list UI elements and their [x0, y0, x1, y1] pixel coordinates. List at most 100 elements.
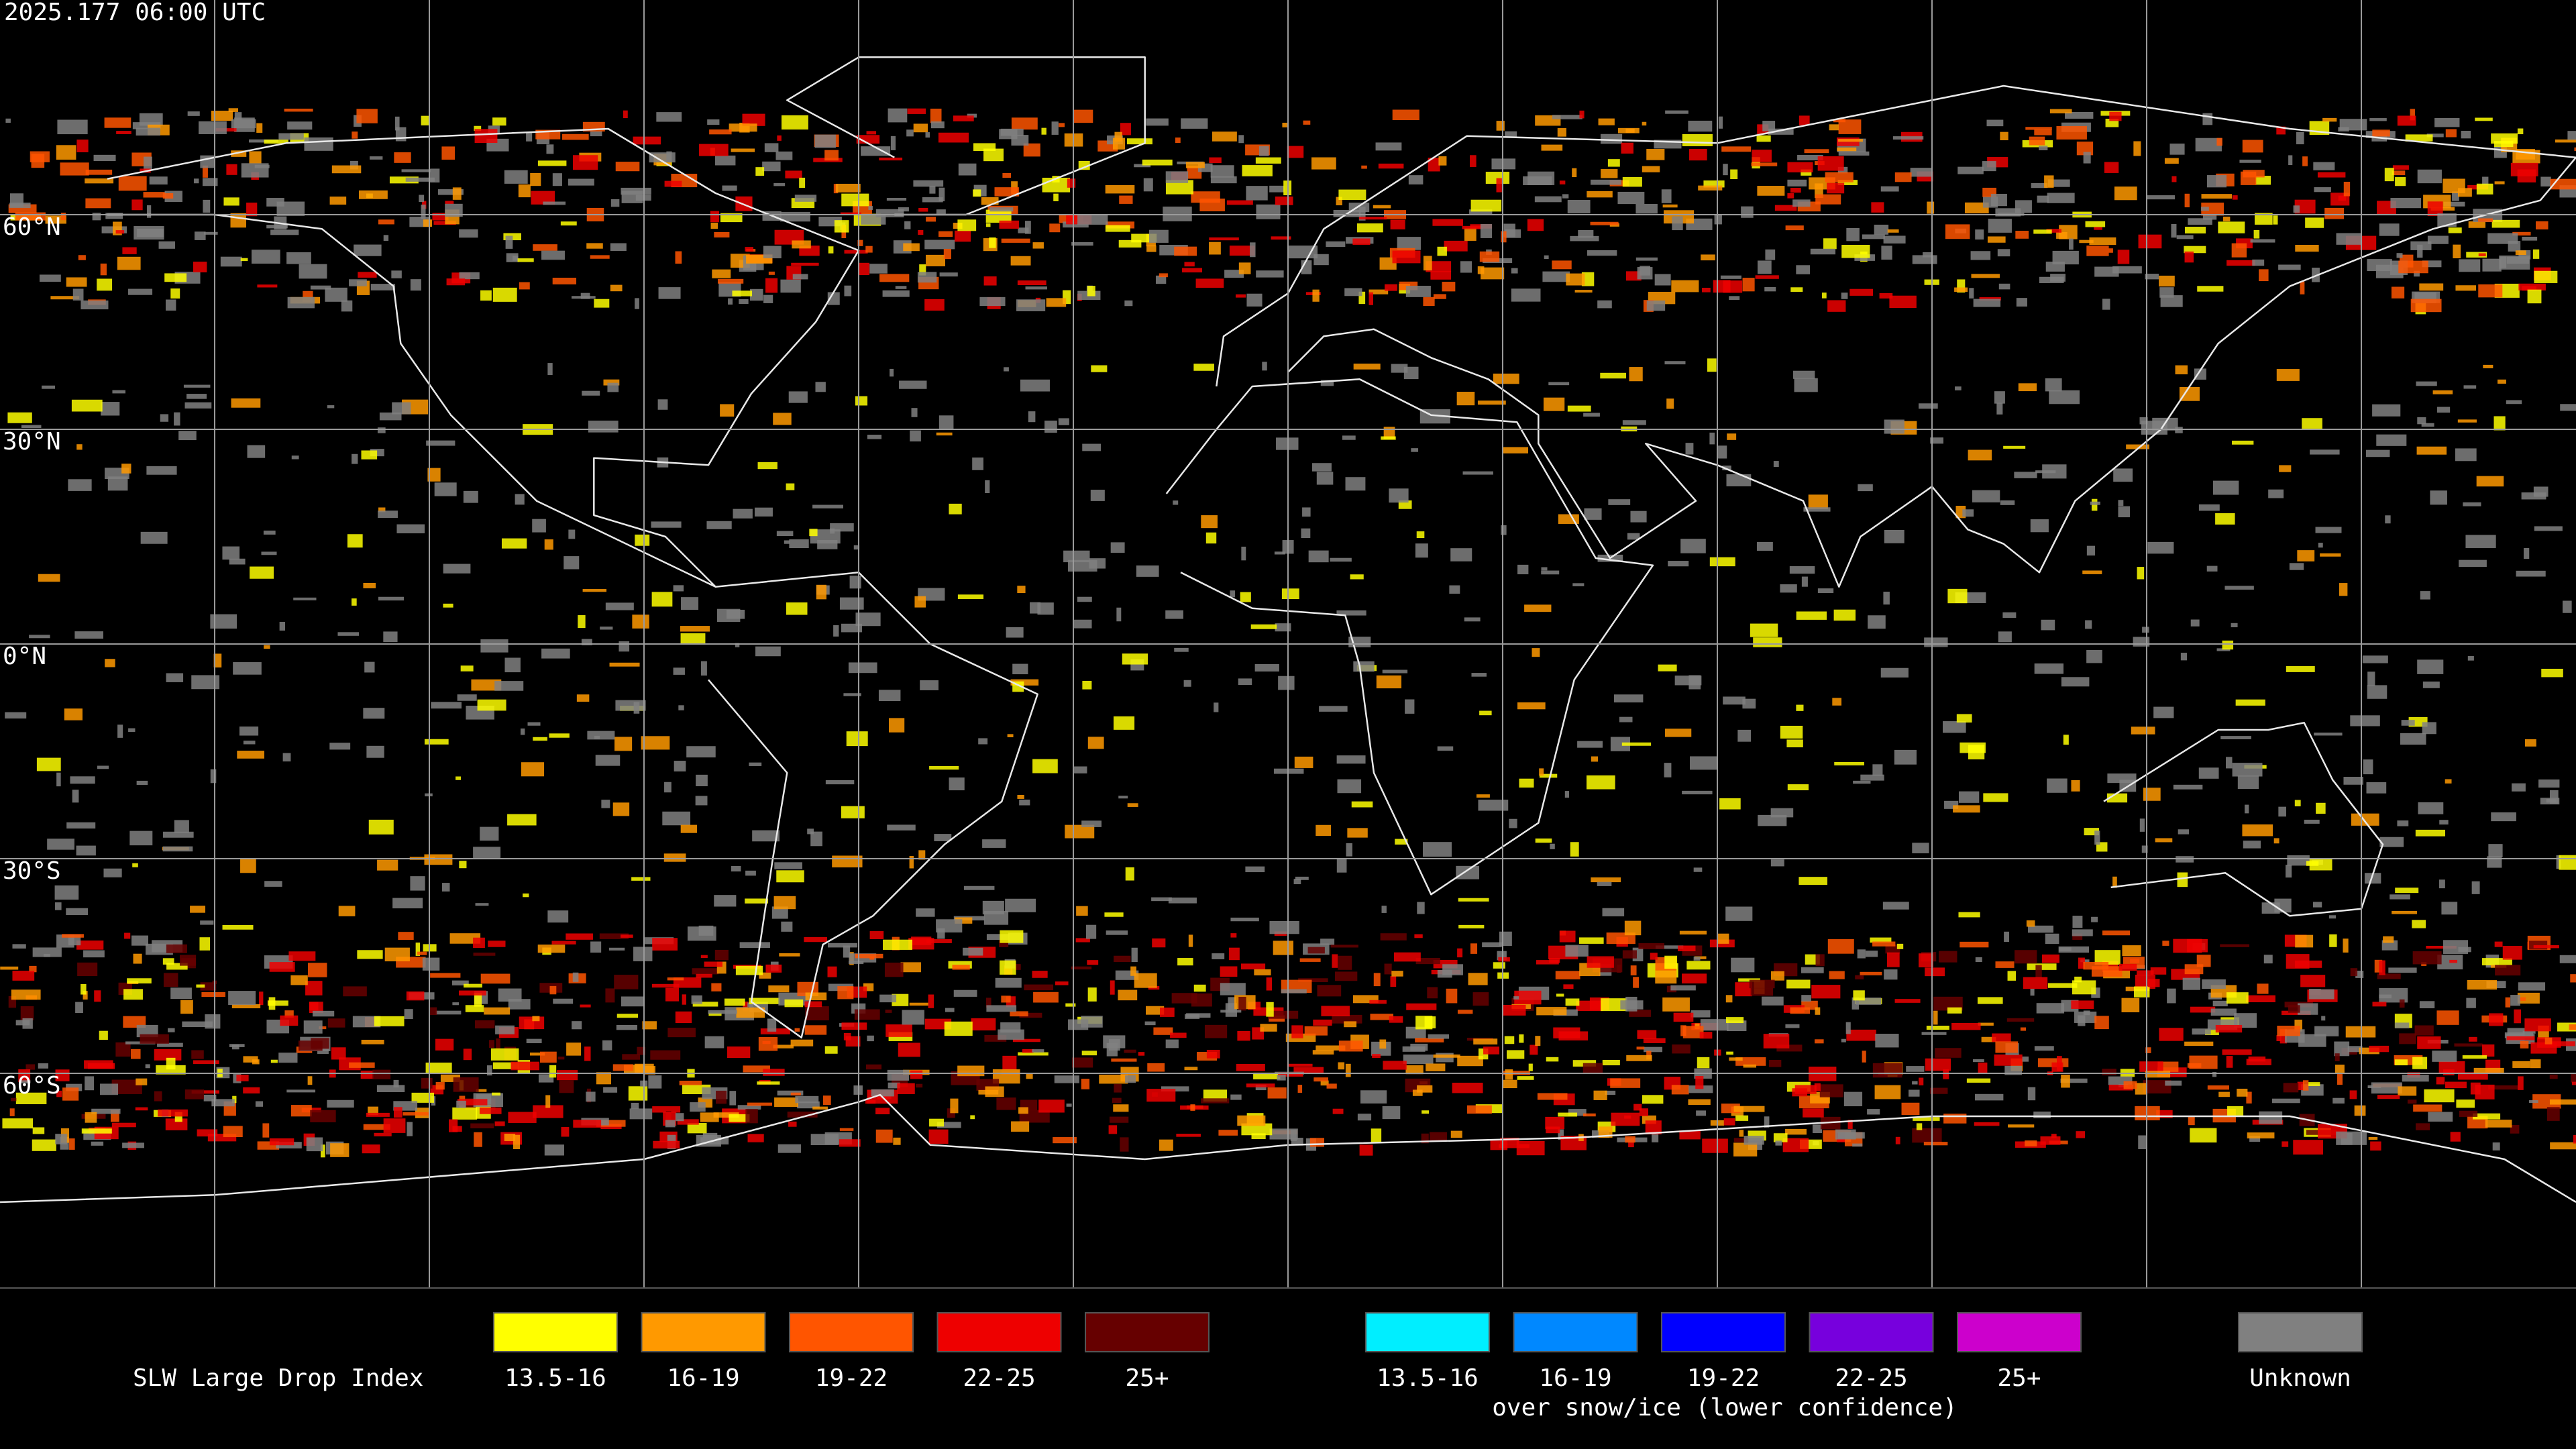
cloud-pixel — [1446, 988, 1458, 1004]
cloud-pixel — [804, 936, 827, 943]
cloud-pixel — [1814, 1083, 1821, 1091]
cloud-pixel — [2534, 270, 2558, 283]
cloud-pixel — [2549, 1074, 2558, 1079]
cloud-pixel — [1544, 255, 1549, 260]
cloud-pixel — [1238, 262, 1251, 274]
cloud-pixel — [1625, 996, 1638, 1012]
cloud-pixel — [1730, 169, 1738, 180]
cloud-pixel — [1884, 419, 1904, 434]
cloud-pixel — [1051, 121, 1059, 135]
cloud-pixel — [443, 564, 471, 574]
cloud-pixel — [1906, 1066, 1925, 1072]
cloud-pixel — [1073, 619, 1092, 629]
cloud-pixel — [2189, 1055, 2218, 1069]
cloud-pixel — [32, 1127, 45, 1134]
cloud-pixel — [2091, 916, 2098, 922]
cloud-pixel — [1846, 1029, 1876, 1041]
cloud-pixel — [166, 944, 187, 953]
cloud-pixel — [1177, 958, 1193, 966]
cloud-pixel — [1733, 1142, 1758, 1157]
cloud-pixel — [680, 824, 697, 833]
cloud-pixel — [1005, 898, 1036, 912]
cloud-pixel — [2315, 527, 2342, 533]
cloud-pixel — [179, 955, 197, 966]
cloud-pixel — [2034, 1046, 2054, 1051]
legend-label: 22-25 — [1835, 1364, 1907, 1392]
cloud-pixel — [2398, 260, 2428, 274]
cloud-pixel — [1817, 156, 1844, 171]
cloud-pixel — [614, 975, 639, 989]
cloud-pixel — [1274, 551, 1285, 555]
cloud-pixel — [146, 466, 177, 475]
cloud-pixel — [1124, 300, 1133, 307]
cloud-pixel — [1120, 1137, 1129, 1152]
cloud-pixel — [1587, 956, 1614, 968]
cloud-pixel — [329, 743, 351, 750]
cloud-pixel — [2417, 659, 2444, 674]
cloud-pixel — [425, 1062, 452, 1073]
cloud-pixel — [1230, 933, 1237, 938]
cloud-pixel — [651, 521, 682, 528]
cloud-pixel — [84, 1060, 113, 1069]
cloud-pixel — [1717, 445, 1727, 459]
cloud-pixel — [1652, 1133, 1659, 1142]
cloud-pixel — [495, 1025, 515, 1034]
cloud-pixel — [2184, 251, 2194, 263]
cloud-pixel — [459, 861, 467, 869]
cloud-pixel — [2412, 1057, 2428, 1069]
cloud-pixel — [1442, 282, 1456, 292]
cloud-pixel — [540, 1051, 557, 1063]
cloud-pixel — [2516, 570, 2546, 577]
cloud-pixel — [855, 612, 881, 627]
cloud-pixel — [586, 243, 603, 249]
cloud-pixel — [2336, 233, 2361, 245]
cloud-pixel — [1111, 1058, 1137, 1062]
cloud-pixel — [936, 1122, 961, 1128]
cloud-pixel — [1011, 135, 1029, 146]
cloud-pixel — [1953, 805, 1980, 813]
cloud-pixel — [869, 264, 888, 274]
cloud-pixel — [2118, 500, 2124, 506]
cloud-pixel — [2395, 1022, 2410, 1028]
cloud-pixel — [66, 908, 89, 915]
cloud-pixel — [474, 1020, 495, 1029]
cloud-pixel — [1881, 246, 1892, 260]
cloud-pixel — [2003, 445, 2026, 449]
cloud-pixel — [2424, 1089, 2455, 1103]
cloud-pixel — [1688, 120, 1713, 132]
cloud-pixel — [2041, 954, 2059, 963]
cloud-pixel — [861, 215, 886, 225]
cloud-pixel — [1281, 588, 1299, 600]
cloud-pixel — [357, 950, 383, 959]
cloud-pixel — [1975, 957, 1982, 963]
cloud-pixel — [790, 1092, 801, 1095]
cloud-pixel — [1845, 1022, 1851, 1034]
cloud-pixel — [1552, 260, 1572, 270]
cloud-pixel — [395, 116, 400, 131]
cloud-pixel — [1120, 123, 1131, 136]
cloud-pixel — [437, 189, 464, 195]
cloud-pixel — [366, 745, 384, 758]
cloud-pixel — [1184, 262, 1195, 267]
cloud-pixel — [398, 932, 414, 941]
cloud-pixel — [1360, 1090, 1387, 1104]
cloud-pixel — [1644, 1046, 1663, 1053]
cloud-pixel — [1201, 515, 1218, 529]
cloud-pixel — [1995, 961, 2015, 968]
cloud-pixel — [1000, 128, 1024, 136]
cloud-pixel — [2573, 1135, 2576, 1144]
cloud-pixel — [1773, 461, 1779, 468]
cloud-pixel — [844, 285, 852, 297]
cloud-pixel — [240, 258, 248, 262]
cloud-pixel — [581, 639, 592, 645]
cloud-pixel — [653, 1140, 680, 1149]
cloud-pixel — [1829, 971, 1845, 979]
cloud-pixel — [605, 988, 615, 1003]
cloud-pixel — [1685, 443, 1694, 455]
cloud-pixel — [2237, 1088, 2248, 1097]
legend-title: SLW Large Drop Index — [133, 1364, 423, 1392]
cloud-pixel — [833, 625, 839, 637]
cloud-pixel — [926, 254, 946, 266]
cloud-pixel — [1505, 1069, 1513, 1080]
cloud-pixel — [739, 299, 749, 305]
